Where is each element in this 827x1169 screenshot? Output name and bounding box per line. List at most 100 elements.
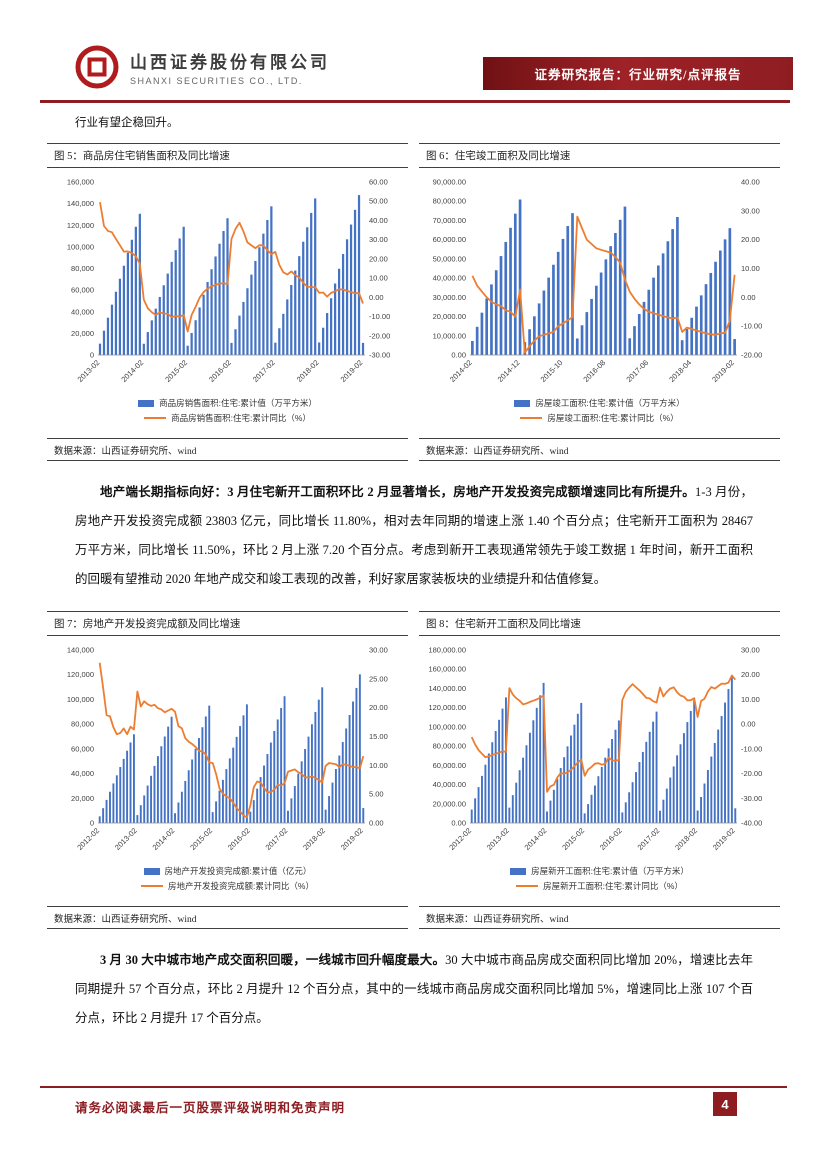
svg-text:2019-02: 2019-02 — [710, 358, 736, 384]
figure7-title: 图 7：房地产开发投资完成额及同比增速 — [47, 611, 408, 636]
figure-block-1: 图 5：商品房住宅销售面积及同比增速 图 6：住宅竣工面积及同比增速 0 20,0… — [47, 143, 780, 461]
legend-item: 房屋竣工面积:住宅:累计值（万平方米） — [514, 397, 685, 409]
legend-label: 房屋竣工面积:住宅:累计值（万平方米） — [535, 398, 685, 408]
legend-line-swatch — [520, 417, 543, 419]
figure6-source: 数据来源：山西证券研究所、wind — [419, 438, 780, 461]
svg-text:20,000: 20,000 — [71, 329, 94, 338]
svg-text:0: 0 — [89, 819, 93, 828]
svg-text:2019-02: 2019-02 — [338, 358, 364, 384]
svg-text:-10.00: -10.00 — [741, 744, 762, 753]
svg-text:90,000.00: 90,000.00 — [432, 178, 465, 187]
legend-label: 房地产开发投资完成额:累计值（亿元） — [164, 866, 312, 876]
svg-text:2014-02: 2014-02 — [522, 826, 548, 852]
coin-logo-icon — [75, 45, 119, 89]
footer-divider — [40, 1086, 787, 1088]
svg-text:0.00: 0.00 — [369, 819, 384, 828]
legend-bar-swatch — [514, 399, 531, 407]
legend-line-swatch — [141, 885, 164, 887]
figure8-source: 数据来源：山西证券研究所、wind — [419, 906, 780, 929]
fig5-combo-chart: 0 20,000 40,000 60,000 80,000 100,000 120,000 1… — [66, 178, 390, 384]
svg-text:10.00: 10.00 — [369, 274, 388, 283]
svg-text:30,000.00: 30,000.00 — [432, 293, 465, 302]
paragraph-1-lead: 地产端长期指标向好：3 月住宅新开工面积环比 2 月显著增长，房地产开发投资完成… — [100, 485, 696, 499]
svg-text:10.00: 10.00 — [741, 695, 760, 704]
svg-text:140,000: 140,000 — [66, 646, 93, 655]
svg-text:2013-02: 2013-02 — [484, 826, 510, 852]
svg-text:70,000.00: 70,000.00 — [432, 216, 465, 225]
svg-text:2016-02: 2016-02 — [207, 358, 233, 384]
svg-text:25.00: 25.00 — [369, 674, 388, 683]
figure7-chart: 0 20,000 40,000 60,000 80,000 100,000 120,000 1… — [47, 636, 408, 906]
svg-text:2018-02: 2018-02 — [294, 358, 320, 384]
figure6-chart: 0.00 10,000.00 20,000.00 30,000.00 40,000.00… — [419, 168, 780, 438]
svg-text:180,000.00: 180,000.00 — [428, 646, 466, 655]
legend-bar-swatch — [510, 867, 527, 875]
svg-text:50,000.00: 50,000.00 — [432, 254, 465, 263]
svg-text:10.00: 10.00 — [741, 264, 760, 273]
intro-text: 行业有望企稳回升。 — [75, 117, 179, 129]
legend-item: 房屋新开工面积:住宅:累计同比（%） — [510, 880, 689, 892]
svg-text:2016-02: 2016-02 — [597, 826, 623, 852]
svg-text:2016-08: 2016-08 — [581, 358, 607, 384]
paragraph-2: 3 月 30 大中城市地产成交面积回暖，一线城市回升幅度最大。30 大中城市商品… — [75, 946, 753, 1033]
legend-item: 商品房销售面积:住宅:累计值（万平方米） — [138, 397, 317, 409]
svg-text:10.00: 10.00 — [369, 761, 388, 770]
figure5-title: 图 5：商品房住宅销售面积及同比增速 — [47, 143, 408, 168]
paragraph-2-body: 30 大中城市商品房成交面积同比增加 20%，增速比去年同期提升 57 个百分点… — [75, 953, 753, 1025]
svg-text:60,000.00: 60,000.00 — [432, 761, 465, 770]
legend-item: 房屋新开工面积:住宅:累计值（万平方米） — [510, 865, 689, 877]
figure5-chart: 0 20,000 40,000 60,000 80,000 100,000 120,000 1… — [47, 168, 408, 438]
svg-text:-30.00: -30.00 — [741, 794, 762, 803]
figure6-title: 图 6：住宅竣工面积及同比增速 — [419, 143, 780, 168]
legend-item: 商品房销售面积:住宅:累计同比（%） — [138, 412, 317, 424]
svg-text:40,000.00: 40,000.00 — [432, 274, 465, 283]
svg-text:-10.00: -10.00 — [369, 312, 390, 321]
svg-text:-20.00: -20.00 — [741, 351, 762, 360]
company-name-en: SHANXI SECURITIES CO., LTD. — [130, 76, 303, 86]
legend-line-swatch — [516, 885, 539, 887]
svg-text:2015-02: 2015-02 — [560, 826, 586, 852]
svg-text:2012-02: 2012-02 — [75, 826, 101, 852]
legend-item: 房屋竣工面积:住宅:累计同比（%） — [514, 412, 684, 424]
svg-text:2014-12: 2014-12 — [495, 358, 521, 384]
legend-bar-swatch — [143, 867, 160, 875]
svg-text:140,000.00: 140,000.00 — [428, 684, 466, 693]
figure-source-row: 数据来源：山西证券研究所、wind 数据来源：山西证券研究所、wind — [47, 438, 780, 461]
fig8-combo-chart: 0.00 20,000.00 40,000.00 60,000.00 80,000.00… — [428, 646, 762, 852]
svg-text:2015-10: 2015-10 — [538, 358, 564, 384]
svg-text:20,000: 20,000 — [71, 794, 94, 803]
svg-text:30.00: 30.00 — [741, 646, 760, 655]
figure5-source: 数据来源：山西证券研究所、wind — [47, 438, 408, 461]
svg-text:80,000.00: 80,000.00 — [432, 742, 465, 751]
figure-source-row: 数据来源：山西证券研究所、wind 数据来源：山西证券研究所、wind — [47, 906, 780, 929]
legend-bar-swatch — [138, 399, 155, 407]
fig7-combo-chart: 0 20,000 40,000 60,000 80,000 100,000 120,000 1… — [66, 646, 388, 852]
legend-line-swatch — [144, 417, 167, 419]
figure-title-row: 图 5：商品房住宅销售面积及同比增速 图 6：住宅竣工面积及同比增速 — [47, 143, 780, 168]
svg-text:2014-02: 2014-02 — [150, 826, 176, 852]
svg-text:-40.00: -40.00 — [741, 819, 762, 828]
svg-text:30.00: 30.00 — [369, 235, 388, 244]
svg-text:30.00: 30.00 — [369, 646, 388, 655]
svg-text:2017-02: 2017-02 — [263, 826, 289, 852]
figure8-chart: 0.00 20,000.00 40,000.00 60,000.00 80,000.00… — [419, 636, 780, 906]
legend-label: 房屋竣工面积:住宅:累计同比（%） — [547, 413, 679, 423]
svg-text:160,000: 160,000 — [66, 178, 93, 187]
svg-text:15.00: 15.00 — [369, 732, 388, 741]
svg-text:30.00: 30.00 — [741, 206, 760, 215]
svg-text:0.00: 0.00 — [741, 720, 756, 729]
legend-label: 房屋新开工面积:住宅:累计值（万平方米） — [531, 866, 689, 876]
svg-text:60,000: 60,000 — [71, 744, 94, 753]
legend-label: 商品房销售面积:住宅:累计同比（%） — [171, 413, 311, 423]
company-logo: 山西证券股份有限公司 SHANXI SECURITIES CO., LTD. — [74, 44, 330, 90]
svg-text:2014-02: 2014-02 — [447, 358, 473, 384]
svg-text:40,000.00: 40,000.00 — [432, 780, 465, 789]
svg-text:0.00: 0.00 — [741, 293, 756, 302]
fig7-legend: 房地产开发投资完成额:累计值（亿元） 房地产开发投资完成额:累计同比（%） — [141, 862, 314, 892]
report-type-banner: 证券研究报告：行业研究/点评报告 — [483, 57, 793, 90]
svg-text:80,000.00: 80,000.00 — [432, 197, 465, 206]
svg-text:40.00: 40.00 — [741, 178, 760, 187]
figure-title-row: 图 7：房地产开发投资完成额及同比增速 图 8：住宅新开工面积及同比增速 — [47, 611, 780, 636]
svg-text:0: 0 — [89, 351, 93, 360]
